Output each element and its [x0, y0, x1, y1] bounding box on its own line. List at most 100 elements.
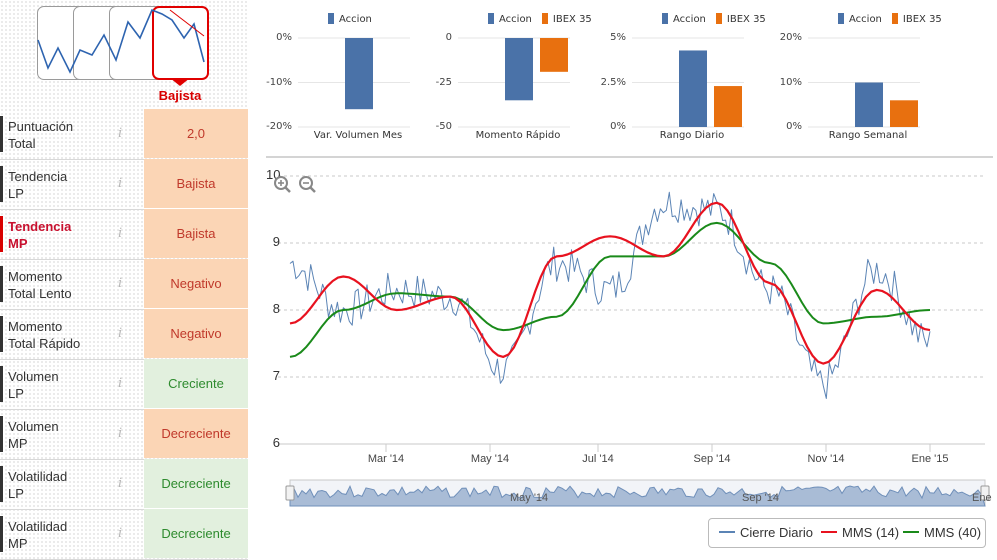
- info-icon[interactable]: i: [118, 426, 123, 441]
- indicator-row: Tendencia MP i Bajista: [0, 209, 248, 260]
- mini-bar-ibex[interactable]: [890, 100, 918, 127]
- legend-swatch: [838, 13, 844, 24]
- legend-swatch: [488, 13, 494, 24]
- row-marker: [0, 466, 3, 502]
- info-icon[interactable]: i: [118, 226, 123, 241]
- indicator-label: Momento Total Rápido: [8, 319, 81, 351]
- legend-item-mms40[interactable]: MMS (40): [903, 525, 981, 540]
- mini-axis-tick: 2.5%: [600, 76, 626, 88]
- x-axis-tick: Mar '14: [367, 453, 405, 465]
- indicator-value: Bajista: [144, 159, 248, 208]
- x-axis-tick: Ene '15: [911, 453, 949, 465]
- row-marker: [0, 166, 3, 202]
- trend-pointer-icon: [170, 78, 190, 86]
- zoom-out-icon[interactable]: [299, 176, 316, 193]
- navigator-label: May '14: [510, 492, 549, 504]
- mini-charts-area: [266, 37, 993, 158]
- row-marker: [0, 516, 3, 552]
- trend-arrow: [169, 9, 205, 37]
- indicator-row: Puntuación Total i 2,0: [0, 109, 248, 160]
- indicator-value: 2,0: [144, 109, 248, 158]
- y-axis-tick: 9: [272, 234, 280, 249]
- mini-axis-tick: -25: [435, 76, 452, 88]
- mini-axis-tick: -20%: [266, 121, 292, 132]
- indicator-row: Momento Total Lento i Negativo: [0, 259, 248, 310]
- mini-bar-accion[interactable]: [679, 50, 707, 127]
- mini-legend: Accion IBEX 35: [838, 13, 952, 25]
- info-icon[interactable]: i: [118, 276, 123, 291]
- price-chart: [278, 175, 990, 507]
- series-mms-14[interactable]: [289, 201, 931, 365]
- indicator-label: Puntuación Total: [8, 119, 74, 151]
- indicator-value: Bajista: [144, 209, 248, 258]
- indicator-label: Tendencia MP: [8, 219, 72, 251]
- mini-axis-tick: 0: [445, 32, 452, 43]
- indicator-row: Volumen MP i Decreciente: [0, 409, 248, 460]
- indicator-label: Momento Total Lento: [8, 269, 72, 301]
- info-icon[interactable]: i: [118, 526, 123, 541]
- legend-label: Accion: [499, 14, 532, 25]
- indicator-label: Volatilidad MP: [8, 519, 68, 551]
- legend-swatch: [662, 13, 668, 24]
- legend-label: Accion: [673, 14, 706, 25]
- navigator-handle-left[interactable]: [285, 485, 295, 501]
- mini-axis-tick: 5%: [610, 32, 626, 43]
- mini-bar-ibex[interactable]: [714, 86, 742, 127]
- legend-swatch: [328, 13, 334, 24]
- zoom-in-icon[interactable]: [274, 176, 291, 193]
- row-marker: [0, 116, 3, 152]
- mini-chart-title: Var. Volumen Mes: [313, 130, 403, 141]
- mini-axis-tick: -50: [435, 121, 452, 132]
- mini-chart-title: Rango Diario: [659, 130, 725, 141]
- info-icon[interactable]: i: [118, 176, 123, 191]
- series-cierre-diario[interactable]: [289, 191, 931, 399]
- navigator-series: [289, 484, 986, 507]
- indicator-label: Tendencia LP: [8, 169, 68, 201]
- indicator-label: Volumen LP: [8, 369, 59, 401]
- info-icon[interactable]: i: [118, 326, 123, 341]
- mini-axis-tick: 0%: [276, 32, 292, 43]
- row-marker: [0, 216, 3, 252]
- mini-legend: Accion IBEX 35: [662, 13, 776, 25]
- row-marker: [0, 316, 3, 352]
- legend-label: IBEX 35: [726, 14, 766, 25]
- navigator-handle-right[interactable]: [980, 485, 990, 501]
- row-marker: [0, 416, 3, 452]
- mini-axis-tick: 0%: [610, 121, 626, 132]
- indicator-row: Tendencia LP i Bajista: [0, 159, 248, 210]
- navigator-label: Sep '14: [742, 492, 779, 504]
- legend-item-mms14[interactable]: MMS (14): [821, 525, 899, 540]
- info-icon[interactable]: i: [118, 126, 123, 141]
- row-marker: [0, 266, 3, 302]
- mini-axis-tick: 10%: [779, 76, 802, 88]
- indicator-value: Decreciente: [144, 509, 248, 558]
- trend-line: [37, 8, 205, 74]
- legend-item-cierre[interactable]: Cierre Diario: [719, 525, 813, 540]
- info-icon[interactable]: i: [118, 476, 123, 491]
- series-mms-40[interactable]: [289, 221, 931, 358]
- legend-swatch: [541, 13, 548, 24]
- trend-active-label: Bajista: [158, 88, 202, 103]
- legend-label: Accion: [849, 14, 882, 25]
- mini-chart-title: Momento Rápido: [475, 130, 561, 141]
- indicator-row: Momento Total Rápido i Negativo: [0, 309, 248, 360]
- navigator-label: Ene: [972, 492, 992, 504]
- indicator-value: Decreciente: [144, 459, 248, 508]
- indicator-label: Volatilidad LP: [8, 469, 68, 501]
- legend-swatch: [715, 13, 722, 24]
- indicator-panel: Bajista Puntuación Total i 2,0 Tendencia LP i B…: [0, 0, 248, 560]
- mini-axis-tick: 20%: [779, 32, 802, 43]
- mini-bar-accion[interactable]: [505, 38, 533, 101]
- mini-bar-accion[interactable]: [855, 82, 883, 128]
- mini-bar-accion[interactable]: [345, 38, 373, 110]
- mini-legend: Accion: [328, 13, 382, 25]
- chart-legend: Cierre Diario MMS (14) MMS (40): [708, 518, 986, 548]
- mini-bar-ibex[interactable]: [540, 38, 568, 72]
- info-icon[interactable]: i: [118, 376, 123, 391]
- y-axis-tick: 6: [272, 435, 280, 450]
- y-axis-tick: 8: [272, 301, 280, 316]
- mini-axis-tick: 0%: [786, 121, 802, 132]
- y-axis-tick: 7: [272, 368, 280, 383]
- legend-label: IBEX 35: [902, 14, 942, 25]
- mini-axis-tick: -10%: [266, 76, 292, 88]
